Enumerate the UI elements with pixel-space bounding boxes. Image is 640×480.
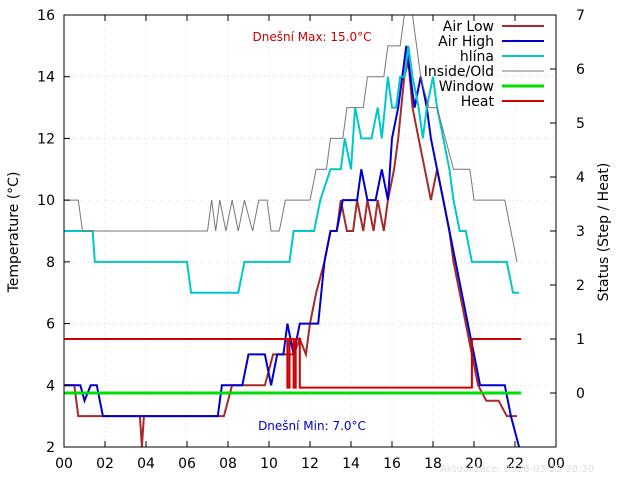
x-tick-label: 20 (465, 456, 483, 472)
y2-tick-label: 0 (576, 386, 585, 402)
x-tick-label: 04 (137, 456, 155, 472)
legend-label-window: Window (439, 79, 494, 95)
x-tick-label: 00 (55, 456, 73, 472)
y-tick-label: 4 (46, 378, 55, 394)
x-tick-label: 12 (301, 456, 319, 472)
y2-tick-label: 5 (576, 116, 585, 132)
legend-label-air-high: Air High (438, 34, 494, 50)
y-axis-title: Temperature (°C) (6, 172, 22, 294)
x-tick-label: 10 (260, 456, 278, 472)
y2-tick-label: 3 (576, 224, 585, 240)
y-tick-label: 2 (46, 440, 55, 456)
x-tick-label: 08 (219, 456, 237, 472)
y2-tick-label: 1 (576, 332, 585, 348)
y2-tick-label: 2 (576, 278, 585, 294)
legend-label-inside-old: Inside/Old (424, 64, 494, 80)
x-tick-label: 18 (424, 456, 442, 472)
max-annotation: Dnešní Max: 15.0°C (253, 30, 372, 44)
x-tick-label: 22 (506, 456, 524, 472)
x-tick-label: 00 (547, 456, 565, 472)
series-line-heat (64, 338, 522, 389)
y-tick-label: 6 (46, 317, 55, 333)
legend-label-air-low: Air Low (443, 19, 494, 35)
legend-label-hl-na: hlína (460, 49, 494, 65)
y2-axis-title: Status (Step / Heat) (596, 163, 612, 302)
y-tick-label: 10 (37, 193, 55, 209)
legend-label-heat: Heat (461, 94, 495, 110)
y-tick-label: 12 (37, 131, 55, 147)
series-line-inside-old (64, 14, 518, 262)
y2-tick-label: 4 (576, 170, 585, 186)
y-tick-label: 16 (37, 8, 55, 24)
min-annotation: Dnešní Min: 7.0°C (258, 419, 366, 433)
y2-tick-label: 6 (576, 62, 585, 78)
y2-tick-label: 7 (576, 8, 585, 24)
x-tick-label: 06 (178, 456, 196, 472)
x-tick-label: 02 (96, 456, 114, 472)
y-tick-label: 8 (46, 255, 55, 271)
ticks: 00 02 04 06 08 10 12 14 16 18 20 22 0024681012141601… (37, 8, 585, 472)
updated-timestamp: Aktualizace: 2026-03-25 20:30 (440, 464, 594, 475)
y-tick-label: 14 (37, 70, 55, 86)
x-tick-label: 14 (342, 456, 360, 472)
series-line-hl-na (64, 45, 520, 294)
series-layer (64, 14, 522, 448)
series-line-air-high (64, 45, 521, 448)
x-tick-label: 16 (383, 456, 401, 472)
